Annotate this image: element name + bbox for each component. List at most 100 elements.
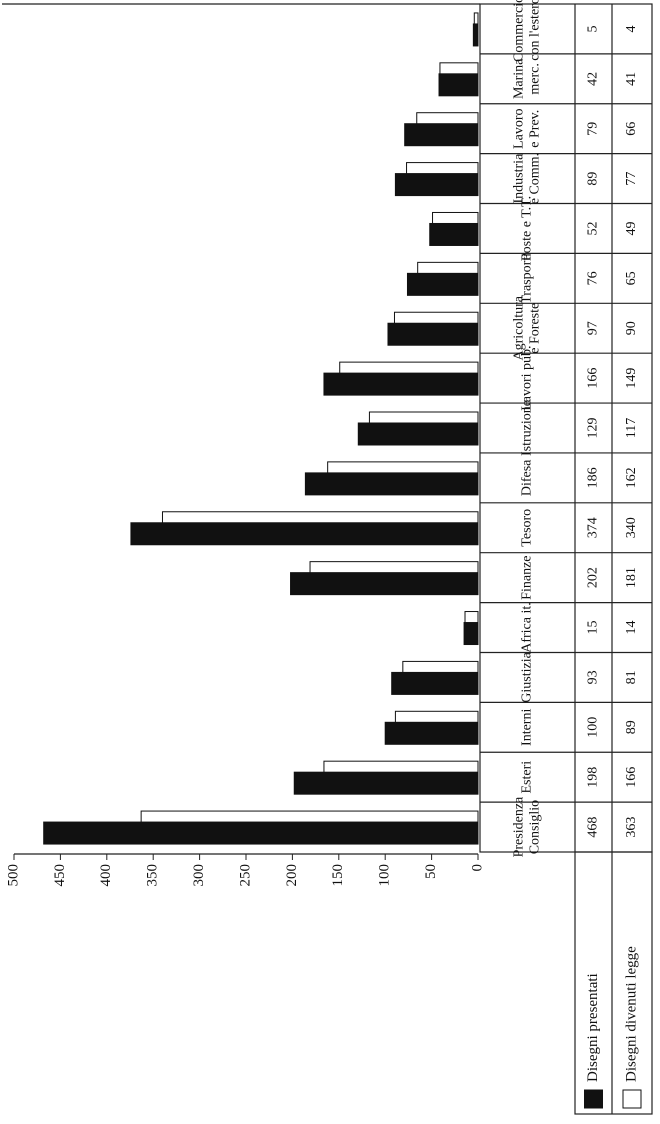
data-label: 65 (624, 271, 639, 285)
y-tick-label: 450 (52, 864, 68, 887)
data-label: 81 (624, 670, 639, 684)
y-tick-label: 200 (284, 864, 300, 887)
data-label: 202 (586, 567, 601, 588)
category-label: Africa it. (520, 602, 535, 653)
bar (429, 222, 479, 246)
data-label: 166 (586, 368, 601, 389)
bar (357, 422, 479, 446)
category-line: Trasporti (520, 253, 535, 304)
data-label: 42 (586, 72, 601, 86)
bar (463, 622, 479, 646)
legend-frame (574, 851, 653, 1115)
category-line: Giustizia (520, 651, 535, 702)
category-line: Consiglio (528, 800, 543, 854)
legend-label: Disegni divenuti legge (623, 946, 639, 1082)
category-label: PresidenzaConsiglio (512, 796, 543, 857)
bar (293, 771, 479, 795)
bar (404, 123, 479, 147)
category-line: Finanze (520, 555, 535, 599)
category-label: Industriae Comm. (512, 153, 543, 204)
data-label: 49 (624, 221, 639, 235)
y-tick-label: 300 (191, 864, 207, 887)
y-tick-label: 150 (330, 864, 346, 887)
category-label: Trasporti (520, 253, 535, 304)
category-line: Agricoltura (512, 295, 527, 360)
data-label: 76 (586, 271, 601, 285)
category-label: Commerciocon l'estero (512, 0, 543, 62)
category-label: Istruzione (520, 400, 535, 456)
category-line: Commercio (512, 0, 527, 62)
data-label: 181 (624, 567, 639, 588)
data-label: 66 (624, 122, 639, 136)
legend-swatch (622, 1089, 642, 1109)
y-tick-label: 500 (5, 864, 21, 887)
bar (472, 23, 479, 47)
category-line: Istruzione (520, 400, 535, 456)
data-label: 93 (586, 670, 601, 684)
data-label: 149 (624, 368, 639, 389)
category-line: merc. (528, 63, 543, 94)
data-label: 468 (586, 817, 601, 838)
category-line: e Comm. (528, 153, 543, 204)
data-label: 5 (586, 25, 601, 32)
data-label: 100 (586, 717, 601, 738)
data-label: 89 (624, 720, 639, 734)
category-label: Marinamerc. (512, 58, 543, 99)
y-tick-label: 100 (377, 864, 393, 887)
bar (384, 721, 479, 745)
table-frame (479, 3, 653, 853)
legend-swatch (584, 1089, 603, 1109)
category-label: Difesa (520, 459, 535, 496)
category-line: Difesa (520, 459, 535, 496)
data-label: 15 (586, 621, 601, 635)
data-label: 186 (586, 467, 601, 488)
bar (438, 73, 479, 97)
data-label: 77 (624, 172, 639, 186)
category-line: e Foreste (528, 303, 543, 354)
data-label: 97 (586, 321, 601, 335)
bar (391, 671, 479, 695)
data-label: 129 (586, 418, 601, 439)
bar (290, 572, 479, 596)
category-line: Interni (520, 709, 535, 746)
legend-label: Disegni presentati (585, 973, 601, 1082)
y-tick-label: 50 (423, 864, 439, 879)
category-label: Agricolturae Foreste (512, 295, 543, 360)
y-tick-label: 350 (145, 864, 161, 887)
category-label: Tesoro (520, 509, 535, 547)
category-line: e Prev. (528, 110, 543, 148)
bar (130, 522, 479, 546)
data-label: 166 (624, 767, 639, 788)
bar (323, 372, 479, 396)
category-line: Industria (512, 153, 527, 204)
data-label: 52 (586, 221, 601, 235)
category-line: Poste e T.T. (520, 196, 535, 261)
bar (406, 272, 479, 296)
data-label: 374 (586, 517, 601, 538)
y-tick-label: 250 (237, 864, 253, 887)
category-label: Esteri (520, 761, 535, 794)
category-line: Tesoro (520, 509, 535, 547)
category-label: Poste e T.T. (520, 196, 535, 261)
y-tick-label: 0 (469, 864, 485, 872)
data-label: 90 (624, 321, 639, 335)
data-label: 162 (624, 467, 639, 488)
rotated-chart: 0 50 100 150 200 250 300 350 400 450 500 363 468 Pres… (2, 0, 653, 1115)
category-label: Giustizia (520, 651, 535, 702)
data-label: 89 (586, 172, 601, 186)
category-label: Lavoroe Prev. (512, 108, 543, 148)
category-line: Africa it. (520, 602, 535, 653)
data-label: 198 (586, 767, 601, 788)
category-line: Marina (512, 58, 527, 99)
category-line: Lavoro (512, 108, 527, 148)
category-line: Presidenza (512, 796, 527, 857)
data-label: 79 (586, 122, 601, 136)
data-label: 117 (624, 418, 639, 438)
category-line: con l'estero (528, 0, 543, 61)
bar (387, 322, 479, 346)
category-label: Finanze (520, 555, 535, 599)
bar (394, 173, 479, 197)
data-label: 340 (624, 517, 639, 538)
bar (43, 821, 479, 845)
